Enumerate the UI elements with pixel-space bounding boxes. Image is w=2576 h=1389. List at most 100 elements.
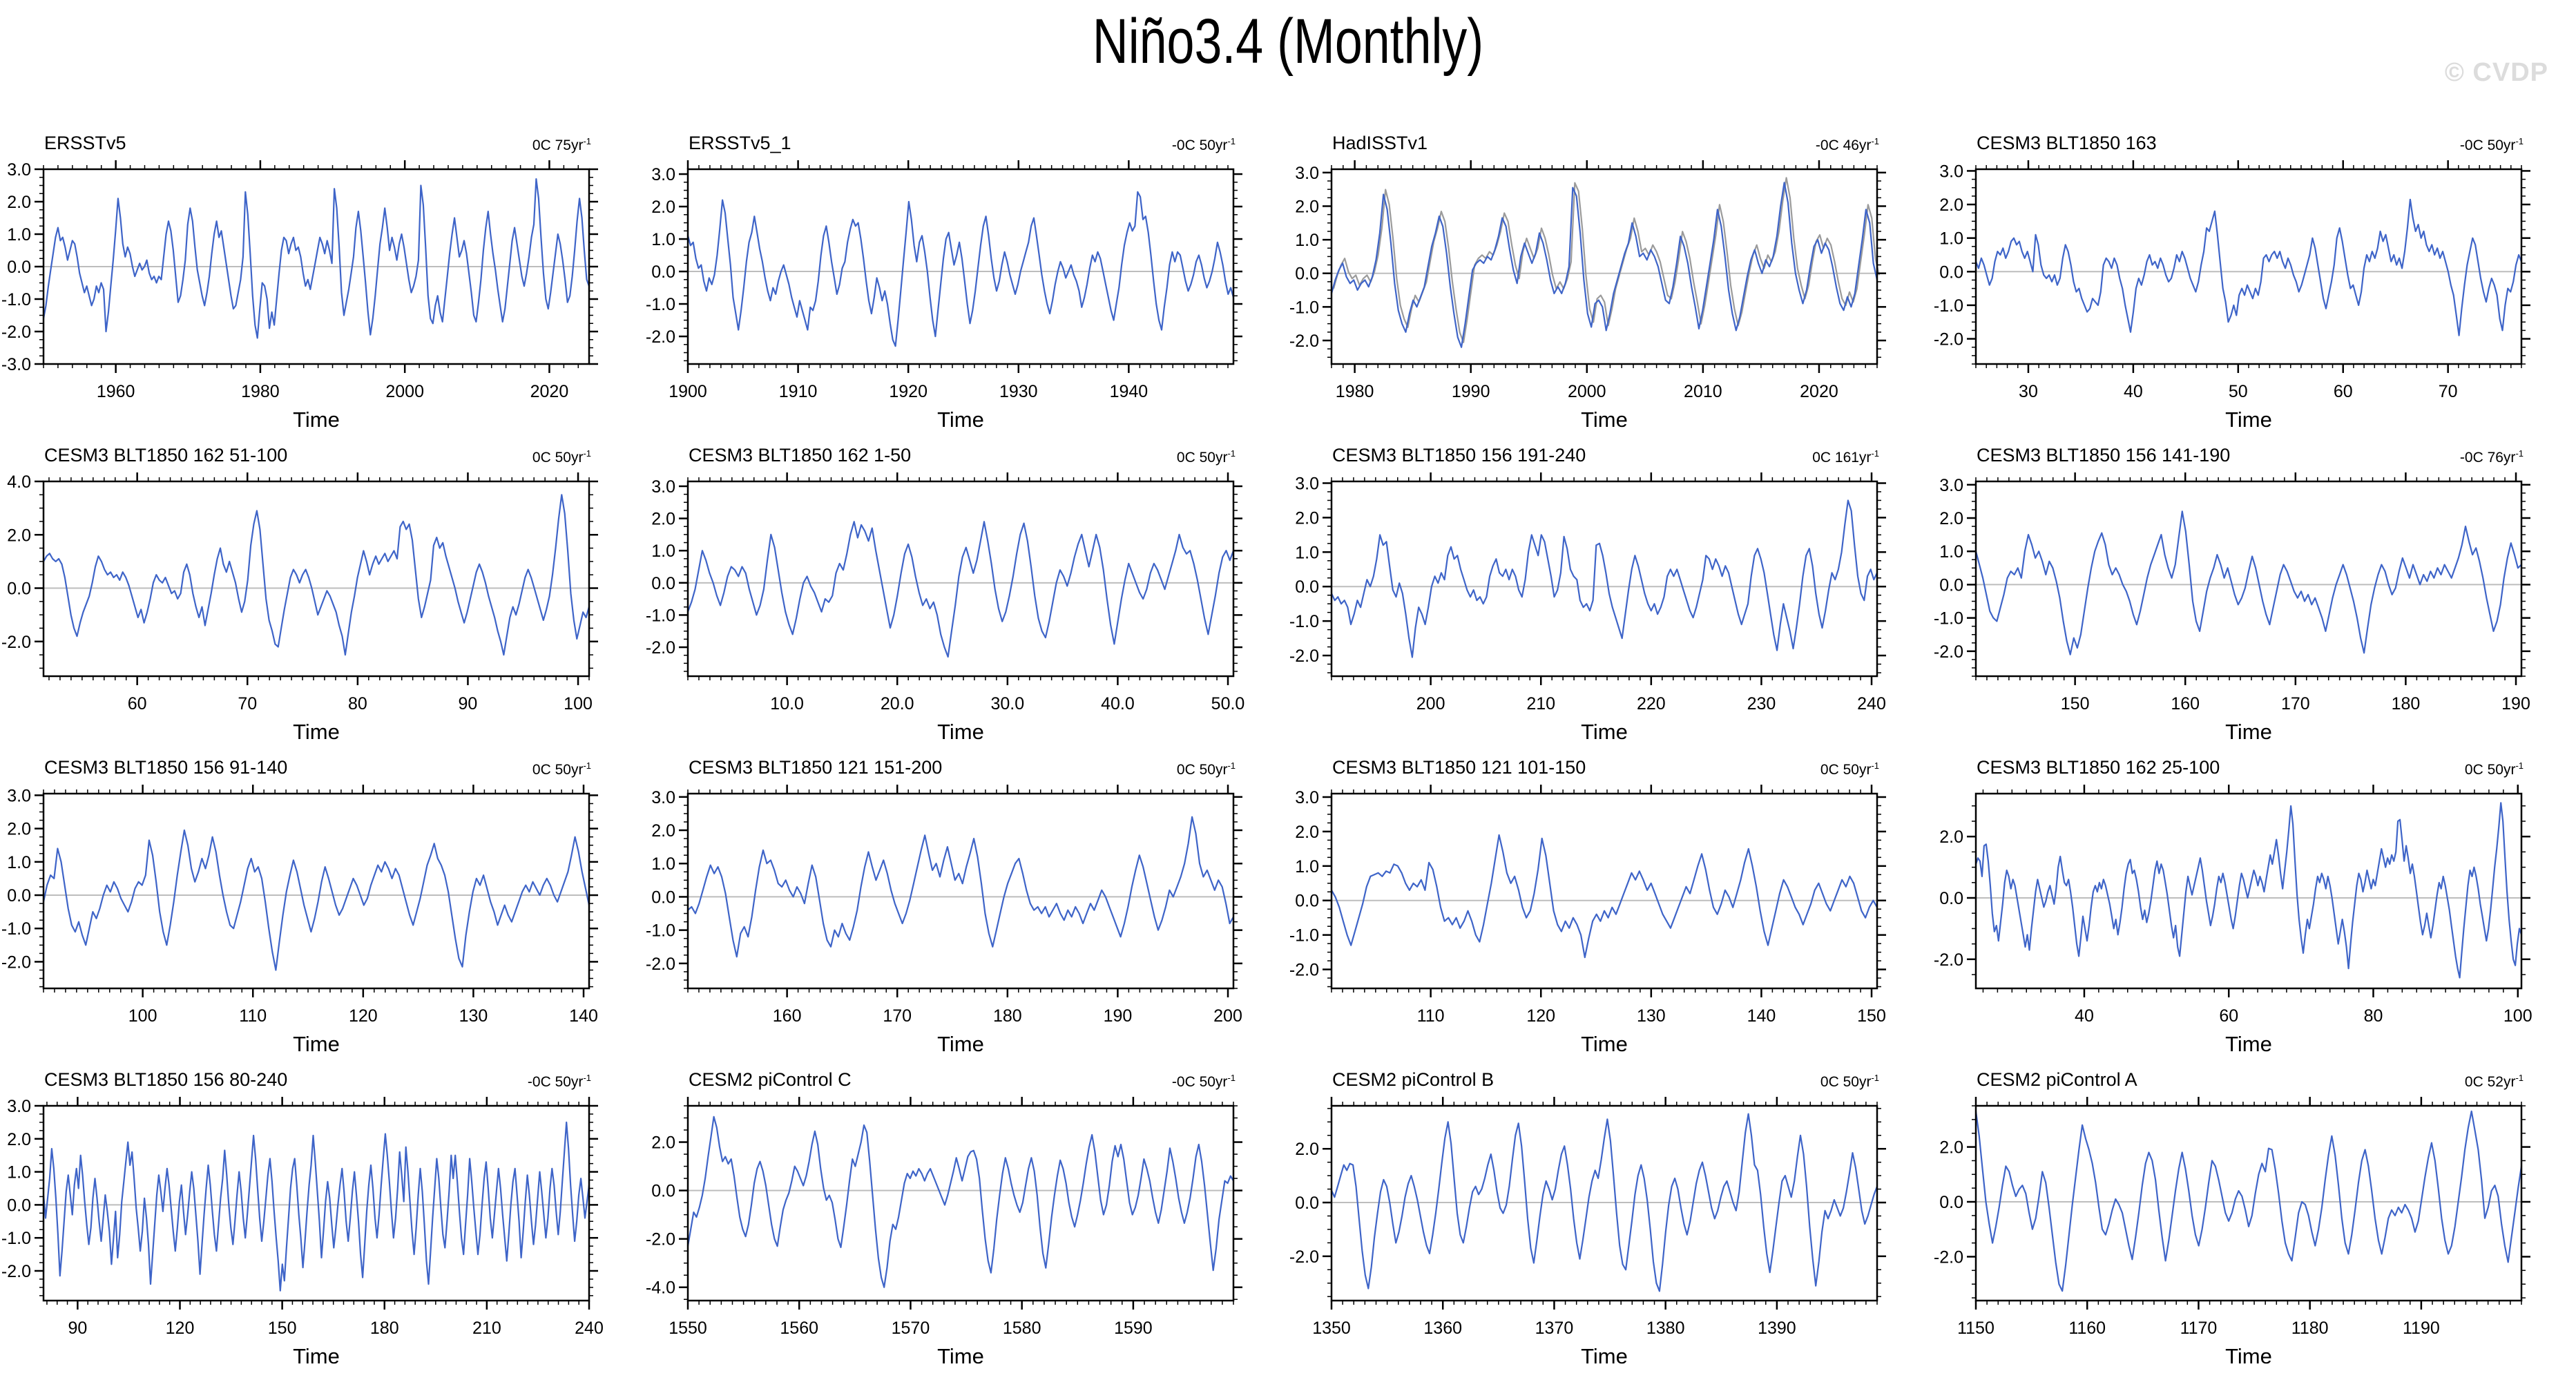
x-axis-title: Time bbox=[1581, 408, 1628, 432]
x-tick-label: 1160 bbox=[2068, 1319, 2106, 1338]
x-tick-label: 1990 bbox=[1452, 382, 1490, 401]
timeseries-plot: 90 120 150 180 210 240 3.0 2.0 1.0 0.0 -1.0 -2.0 bbox=[1, 1097, 604, 1338]
trend-text: -0C 46yr bbox=[1815, 137, 1872, 153]
x-tick-label: 180 bbox=[370, 1319, 399, 1338]
y-tick-label: 2.0 bbox=[1939, 195, 1963, 215]
panel-trend-label: 0C 50yr-1 bbox=[644, 448, 1236, 466]
panel-title: ERSSTv5_1 bbox=[689, 133, 791, 153]
y-tick-label: 0.0 bbox=[651, 574, 675, 593]
panel-trend-label: 0C 50yr-1 bbox=[0, 448, 591, 466]
x-tick-label: 2020 bbox=[530, 382, 569, 401]
timeseries-plot: 100 110 120 130 140 3.0 2.0 1.0 0.0 -1.0 -2.0 bbox=[1, 785, 598, 1026]
x-axis-title: Time bbox=[1581, 720, 1628, 744]
y-tick-label: -2.0 bbox=[1289, 646, 1319, 666]
x-tick-label: 70 bbox=[238, 694, 257, 713]
trend-exponent: -1 bbox=[1227, 1073, 1236, 1083]
y-tick-label: 0.0 bbox=[1939, 889, 1963, 908]
trend-text: 0C 50yr bbox=[1820, 1074, 1872, 1090]
x-tick-label: 1960 bbox=[97, 382, 135, 401]
x-tick-label: 20.0 bbox=[881, 694, 914, 713]
y-tick-label: -1.0 bbox=[1934, 609, 1963, 629]
series-companion-trace bbox=[1332, 177, 1881, 343]
x-axis-title: Time bbox=[937, 1344, 984, 1368]
x-tick-label: 70 bbox=[2439, 382, 2458, 401]
series-nino34-anomaly bbox=[1974, 198, 2523, 336]
cvdp-watermark: © CVDP bbox=[2444, 58, 2548, 87]
x-tick-label: 1590 bbox=[1114, 1319, 1153, 1338]
trend-text: 0C 50yr bbox=[1176, 450, 1228, 466]
x-tick-label: 110 bbox=[239, 1006, 267, 1026]
timeseries-plot: 200 210 220 230 240 3.0 2.0 1.0 0.0 -1.0 -2.0 bbox=[1289, 472, 1886, 713]
x-tick-label: 150 bbox=[268, 1319, 297, 1338]
trend-text: 0C 50yr bbox=[1176, 762, 1228, 778]
panel-trend-label: -0C 46yr-1 bbox=[1288, 136, 1879, 154]
trend-exponent: -1 bbox=[2515, 760, 2524, 771]
y-tick-label: 0.0 bbox=[1295, 265, 1319, 284]
series-nino34-anomaly bbox=[687, 816, 1234, 958]
timeseries-plot: 10.0 20.0 30.0 40.0 50.0 3.0 2.0 1.0 0.0 -1.0 -2.0 bbox=[646, 472, 1244, 713]
panel-title: CESM2 piControl A bbox=[1977, 1069, 2137, 1090]
trend-exponent: -1 bbox=[1227, 760, 1236, 771]
x-tick-label: 130 bbox=[1637, 1006, 1666, 1026]
panel-trend-label: 0C 161yr-1 bbox=[1288, 448, 1879, 466]
panel: CESM3 BLT1850 162 1-50 0C 50yr-1 Time 10.0 2… bbox=[644, 445, 1287, 757]
y-tick-label: 2.0 bbox=[7, 1130, 31, 1149]
trend-text: 0C 50yr bbox=[1820, 762, 1872, 778]
trend-exponent: -1 bbox=[2515, 448, 2524, 459]
panel: CESM3 BLT1850 156 191-240 0C 161yr-1 Time 2… bbox=[1288, 445, 1930, 757]
y-tick-label: -1.0 bbox=[1, 919, 31, 939]
panel-title: CESM3 BLT1850 156 80-240 bbox=[44, 1069, 288, 1090]
y-tick-label: 1.0 bbox=[1295, 857, 1319, 876]
x-axis-title: Time bbox=[293, 1032, 340, 1056]
x-tick-label: 1930 bbox=[999, 382, 1038, 401]
x-tick-label: 190 bbox=[2501, 694, 2530, 713]
series-nino34-anomaly bbox=[43, 494, 590, 656]
y-tick-label: -2.0 bbox=[646, 955, 675, 974]
trend-text: -0C 50yr bbox=[2459, 137, 2516, 153]
panel-title: HadISSTv1 bbox=[1332, 133, 1428, 153]
panel-title: CESM3 BLT1850 162 51-100 bbox=[44, 445, 288, 466]
timeseries-plot: 110 120 130 140 150 3.0 2.0 1.0 0.0 -1.0 -2.0 bbox=[1289, 785, 1886, 1026]
panel-trend-label: -0C 50yr-1 bbox=[1932, 136, 2524, 154]
panel-title: CESM3 BLT1850 162 1-50 bbox=[689, 445, 912, 466]
x-tick-label: 10.0 bbox=[770, 694, 804, 713]
panel: CESM3 BLT1850 156 91-140 0C 50yr-1 Time 100… bbox=[0, 757, 642, 1069]
x-axis-title: Time bbox=[2225, 720, 2272, 744]
x-tick-label: 130 bbox=[459, 1006, 488, 1026]
x-tick-label: 40.0 bbox=[1101, 694, 1135, 713]
x-axis-title: Time bbox=[1581, 1032, 1628, 1056]
y-tick-label: 3.0 bbox=[1295, 164, 1319, 183]
y-tick-label: -3.0 bbox=[1, 355, 31, 374]
x-tick-label: 200 bbox=[1416, 694, 1445, 713]
panel-trend-label: -0C 50yr-1 bbox=[644, 1073, 1236, 1091]
y-tick-label: 2.0 bbox=[1939, 1138, 1963, 1158]
y-tick-label: -2.0 bbox=[646, 638, 675, 658]
x-tick-label: 90 bbox=[68, 1319, 87, 1338]
trend-exponent: -1 bbox=[2515, 1073, 2524, 1083]
x-tick-label: 2000 bbox=[385, 382, 424, 401]
trend-exponent: -1 bbox=[1871, 1073, 1879, 1083]
x-tick-label: 210 bbox=[472, 1319, 501, 1338]
y-tick-label: -1.0 bbox=[1289, 926, 1319, 946]
trend-exponent: -1 bbox=[1227, 448, 1236, 459]
x-tick-label: 40 bbox=[2075, 1006, 2094, 1026]
x-tick-label: 2000 bbox=[1568, 382, 1606, 401]
x-tick-label: 230 bbox=[1747, 694, 1776, 713]
trend-text: 0C 75yr bbox=[532, 137, 584, 153]
y-tick-label: 1.0 bbox=[651, 230, 675, 249]
y-tick-label: 2.0 bbox=[651, 1133, 675, 1153]
panel-trend-label: 0C 75yr-1 bbox=[0, 136, 591, 154]
panel: CESM3 BLT1850 121 101-150 0C 50yr-1 Time 11… bbox=[1288, 757, 1930, 1069]
panel: CESM3 BLT1850 163 -0C 50yr-1 Time 30 40 50 60 7… bbox=[1932, 133, 2575, 445]
trend-text: 0C 50yr bbox=[532, 762, 584, 778]
y-tick-label: 0.0 bbox=[1939, 1193, 1963, 1212]
y-tick-label: 0.0 bbox=[651, 1182, 675, 1201]
timeseries-plot: 1350 1360 1370 1380 1390 2.0 0.0 -2.0 bbox=[1289, 1097, 1886, 1338]
x-tick-label: 200 bbox=[1213, 1006, 1242, 1026]
series-nino34-anomaly bbox=[1331, 499, 1878, 658]
x-tick-label: 30.0 bbox=[990, 694, 1024, 713]
y-tick-label: -4.0 bbox=[646, 1278, 675, 1298]
y-tick-label: 3.0 bbox=[1939, 162, 1963, 181]
series-nino34-anomaly bbox=[1330, 182, 1878, 348]
y-tick-label: 3.0 bbox=[651, 477, 675, 497]
